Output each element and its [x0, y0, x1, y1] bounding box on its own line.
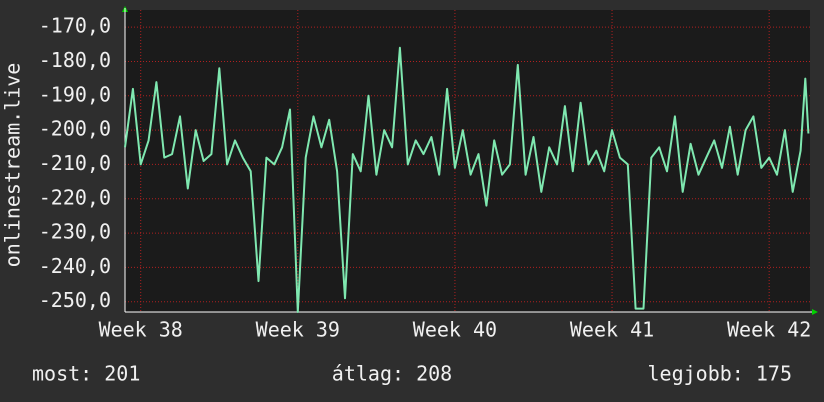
y-tick-label: -200,0 [39, 117, 111, 141]
y-tick-label: -180,0 [39, 48, 111, 72]
stat-label: most: 201 [32, 362, 140, 386]
x-tick-label: Week 38 [99, 318, 183, 342]
stat-label: legjobb: 175 [648, 362, 793, 386]
y-tick-label: -190,0 [39, 82, 111, 106]
y-tick-label: -170,0 [39, 14, 111, 38]
x-tick-label: Week 40 [413, 318, 497, 342]
y-tick-label: -230,0 [39, 220, 111, 244]
x-tick-label: Week 39 [256, 318, 340, 342]
data-line [124, 46, 810, 313]
y-axis-label: onlinestream.live [1, 63, 25, 268]
x-tick-label: Week 41 [570, 318, 654, 342]
axis-arrow [812, 309, 818, 315]
y-tick-label: -240,0 [39, 254, 111, 278]
stat-label: átlag: 208 [332, 362, 452, 386]
y-tick-label: -210,0 [39, 151, 111, 175]
y-tick-label: -250,0 [39, 288, 111, 312]
x-tick-label: Week 42 [727, 318, 811, 342]
y-tick-label: -220,0 [39, 185, 111, 209]
